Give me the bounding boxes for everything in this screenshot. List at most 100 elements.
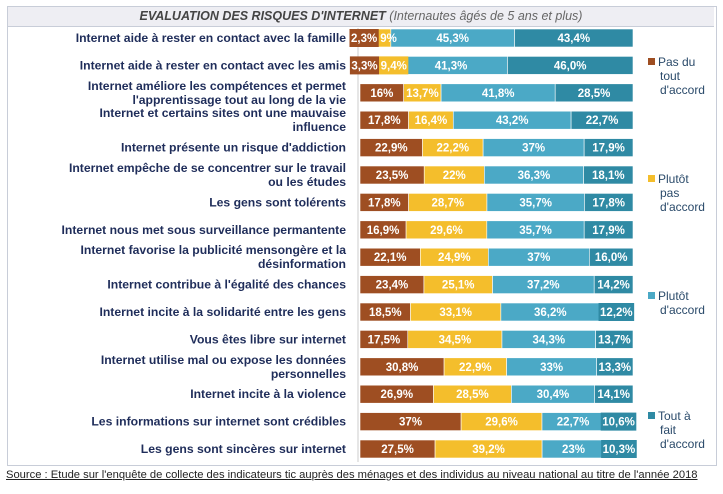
data-label: 9,4% [381,60,407,72]
category-label: Vous êtes libre sur internet [190,332,346,346]
data-label: 10,3% [603,444,636,456]
category-label: Internet aide à rester en contact avec l… [80,58,346,72]
data-label: 23,5% [376,170,409,182]
data-label: 22,7% [586,115,619,127]
bar-segment [596,357,634,377]
data-label: 22,7% [557,417,590,429]
data-label-group: 22,9% 22,2% 37% 17,9% [375,143,625,155]
source-note: Source : Etude sur l'enquête de collecte… [6,469,698,481]
data-label: 22,9% [375,143,408,155]
data-label-background [598,303,635,321]
category-label: Les gens sont sincères sur internet [141,442,346,456]
category-label: Internet présente un risque d'addiction [121,141,346,155]
data-label: 16% [370,88,393,100]
data-label-group: 3,3% 9,4% 41,3% 46,0% [349,56,587,75]
legend-swatch [648,412,655,419]
data-label: 37% [522,143,545,155]
category-label: Internet favorise la publicité mensongèr… [81,243,347,271]
data-label: 16,4% [415,115,448,127]
data-label: 18,5% [369,307,402,319]
data-label-group: 17,5% 34,5% 34,3% 13,7% [368,334,631,346]
bar-segment [507,56,634,75]
data-label: 29,6% [430,225,463,237]
data-label: 17,8% [368,197,401,209]
data-label: 28,7% [431,197,464,209]
bar-segment [583,220,634,240]
data-label: 28,5% [578,88,611,100]
data-label: 30,8% [386,362,419,374]
data-label: 18,1% [592,170,625,182]
data-label: 17,9% [592,143,625,155]
data-label-group: 27,5% 39,2% 23% 10,3% [381,440,637,458]
legend-entry: Pas du tout d'accord [658,55,705,97]
data-label-group: 30,8% 22,9% 33% 13,3% [386,362,631,374]
data-label: 22,1% [374,252,407,264]
data-label-group: 37% 29,6% 22,7% 10,6% [399,412,637,431]
data-label: 13,7% [406,88,439,100]
data-label: 43,2% [496,115,529,127]
legend-entry: Tout à fait d'accord [658,409,705,451]
category-label: Les informations sur internet sont crédi… [91,415,346,429]
data-label: 37% [399,417,422,429]
data-label: 25,1% [442,280,475,292]
data-label: 43,4% [557,33,590,45]
bar-segment [554,83,634,103]
chart-frame [7,6,717,466]
data-label: 22% [443,170,466,182]
data-label: 22,2% [437,143,470,155]
data-label: 41,3% [435,60,468,72]
legend-entry: Plutôt d'accord [658,289,705,317]
bar-segment [583,138,634,157]
data-label-background [379,56,409,75]
chart-title: EVALUATION DES RISQUES D'INTERNET [139,9,386,23]
legend-swatch [648,175,655,182]
data-label: 29,6% [485,417,518,429]
data-label: 23,4% [376,280,409,292]
chart-subtitle: (Internautes âgés de 5 ans et plus) [389,9,583,23]
data-label-group: 16,9% 29,6% 35,7% 17,9% [367,225,625,237]
category-label: Internet contribue à l'égalité des chanc… [107,278,346,292]
bar-segment [594,384,634,404]
data-label: 23% [562,444,585,456]
data-label: 39,2% [472,444,505,456]
data-label: 34,5% [439,334,472,346]
data-label-group: 18,5% 33,1% 36,2% 12,2% [369,303,635,321]
data-label: 16,9% [367,225,400,237]
data-label-group: 17,8% 16,4% 43,2% 22,7% [368,115,618,127]
data-label: 35,7% [519,225,552,237]
data-label-group: 26,9% 28,5% 30,4% 14,1% [380,389,630,401]
data-label-group: 22,1% 24,9% 37% 16,0% [374,252,628,264]
data-label-group: 23,4% 25,1% 37,2% 14,2% [376,280,630,292]
legend-swatch [648,58,655,65]
data-label-group: 16% 13,7% 41,8% 28,5% [370,88,610,100]
bar-segment [589,247,634,267]
data-label: 37% [527,252,550,264]
data-label-background [349,56,380,75]
data-label: 46,0% [554,60,587,72]
data-label-group: 17,8% 28,7% 35,7% 17,8% [368,197,625,209]
category-label: Internet améliore les compétences et per… [88,79,346,107]
bar-segment [583,165,634,185]
data-label: 35,7% [519,197,552,209]
category-label: Internet empêche de se concentrer sur le… [69,161,346,189]
data-label: 14,1% [597,389,630,401]
data-label: 33,1% [439,307,472,319]
bar-segment [593,275,634,294]
data-label: 30,4% [537,389,570,401]
category-label: Les gens sont tolérents [209,195,346,209]
data-label: 17,8% [592,197,625,209]
data-label: 37,2% [527,280,560,292]
category-label: Internet utilise mal ou expose les donné… [101,353,346,381]
category-label: Internet incite à la violence [190,387,346,401]
data-label: 17,5% [368,334,401,346]
category-label: Internet nous met sous surveillance perm… [62,223,347,237]
data-label: 10,6% [602,417,635,429]
data-label-group: 23,5% 22% 36,3% 18,1% [376,170,625,182]
data-label: 41,8% [482,88,515,100]
data-label: 17,9% [592,225,625,237]
data-label: 36,2% [534,307,567,319]
data-label: 2,3% [351,33,377,45]
data-label: 16,0% [595,252,628,264]
bar-segment [570,110,634,130]
chart-title-bar: EVALUATION DES RISQUES D'INTERNET (Inter… [8,7,714,27]
